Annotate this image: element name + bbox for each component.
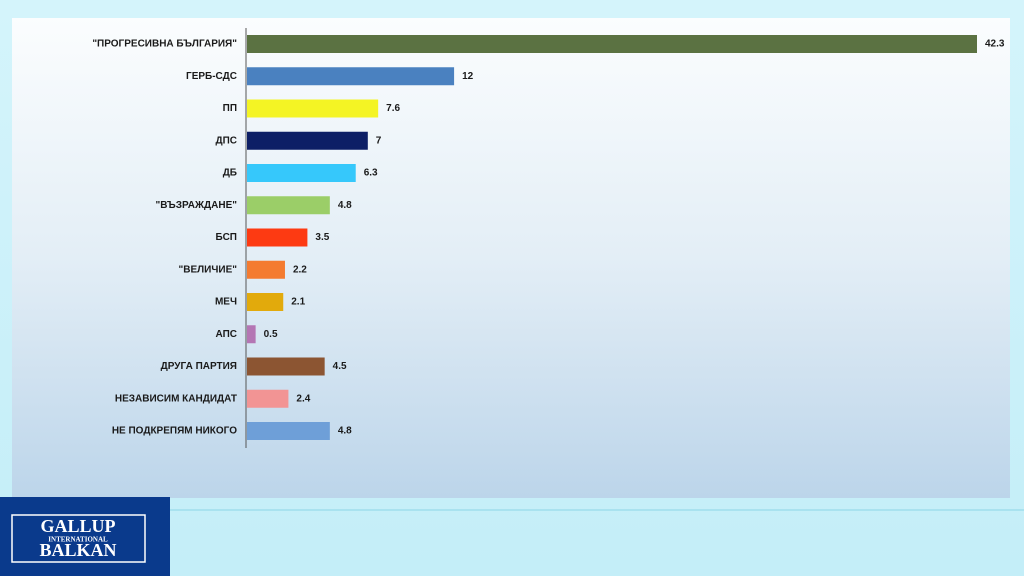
bar [247, 357, 325, 376]
category-label: ДБ [223, 168, 237, 179]
value-label: 4.5 [333, 361, 347, 372]
value-label: 12 [462, 71, 474, 82]
chart-panel [12, 18, 1010, 498]
category-label: НЕ ПОДКРЕПЯМ НИКОГО [112, 426, 237, 437]
value-label: 4.8 [338, 426, 352, 437]
logo-text: INTERNATIONAL [48, 536, 108, 544]
value-label: 2.1 [291, 297, 305, 308]
value-label: 6.3 [364, 168, 378, 179]
logo-text: GALLUP [40, 516, 115, 536]
logo-box [0, 497, 170, 576]
logo-frame [11, 514, 146, 563]
value-label: 2.2 [293, 264, 307, 275]
bar [247, 422, 330, 440]
category-label: ГЕРБ-СДС [186, 71, 237, 82]
category-label: "ВЕЛИЧИЕ" [179, 264, 238, 275]
value-label: 42.3 [985, 39, 1005, 50]
bar [247, 196, 330, 215]
bar [247, 99, 379, 118]
bar [247, 131, 368, 150]
bar [247, 325, 256, 344]
logo-text: BALKAN [39, 540, 116, 560]
category-label: НЕЗАВИСИМ КАНДИДАТ [115, 393, 237, 404]
bar [247, 228, 308, 247]
bar [247, 389, 289, 408]
bar [247, 260, 285, 279]
value-label: 7 [376, 135, 382, 146]
value-label: 4.8 [338, 200, 352, 211]
category-label: АПС [216, 329, 238, 340]
category-label: ПП [223, 103, 237, 114]
category-label: "ПРОГРЕСИВНА БЪЛГАРИЯ" [92, 39, 237, 50]
category-label: БСП [216, 232, 237, 243]
bar [247, 35, 977, 53]
value-label: 2.4 [296, 393, 310, 404]
bar [247, 67, 455, 86]
category-label: МЕЧ [215, 297, 237, 308]
value-label: 0.5 [264, 329, 278, 340]
bar [247, 164, 356, 182]
value-label: 3.5 [315, 232, 329, 243]
category-label: "ВЪЗРАЖДАНЕ" [156, 200, 238, 211]
category-label: ДРУГА ПАРТИЯ [161, 361, 237, 372]
bar [247, 293, 284, 311]
category-label: ДПС [215, 135, 237, 146]
value-label: 7.6 [386, 103, 400, 114]
